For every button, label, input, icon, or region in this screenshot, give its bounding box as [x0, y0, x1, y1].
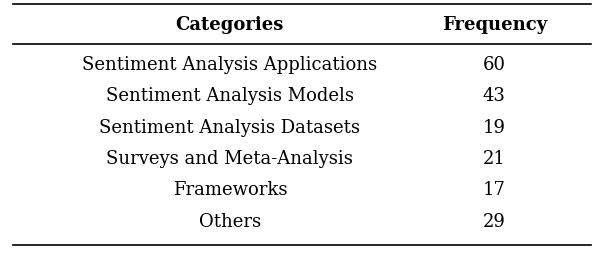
Text: 29: 29	[483, 213, 506, 230]
Text: 21: 21	[483, 150, 506, 168]
Text: Frequency: Frequency	[442, 16, 547, 34]
Text: Sentiment Analysis Applications: Sentiment Analysis Applications	[82, 56, 378, 74]
Text: Others: Others	[199, 213, 261, 230]
Text: 60: 60	[483, 56, 506, 74]
Text: Surveys and Meta-Analysis: Surveys and Meta-Analysis	[106, 150, 353, 168]
Text: Categories: Categories	[176, 16, 284, 34]
Text: Frameworks: Frameworks	[173, 181, 287, 199]
Text: Sentiment Analysis Models: Sentiment Analysis Models	[106, 87, 354, 105]
Text: 43: 43	[483, 87, 506, 105]
Text: 19: 19	[483, 119, 506, 137]
Text: Sentiment Analysis Datasets: Sentiment Analysis Datasets	[99, 119, 361, 137]
Text: 17: 17	[483, 181, 506, 199]
